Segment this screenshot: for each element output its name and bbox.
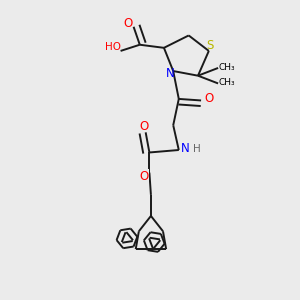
Text: O: O <box>140 120 149 133</box>
Text: HO: HO <box>105 42 121 52</box>
Text: CH₃: CH₃ <box>218 63 235 72</box>
Text: O: O <box>204 92 213 105</box>
Text: O: O <box>123 17 133 30</box>
Text: S: S <box>207 39 214 52</box>
Text: CH₃: CH₃ <box>218 78 235 87</box>
Text: N: N <box>167 67 175 80</box>
Text: H: H <box>194 144 201 154</box>
Text: N: N <box>181 142 190 155</box>
Text: O: O <box>139 170 148 183</box>
